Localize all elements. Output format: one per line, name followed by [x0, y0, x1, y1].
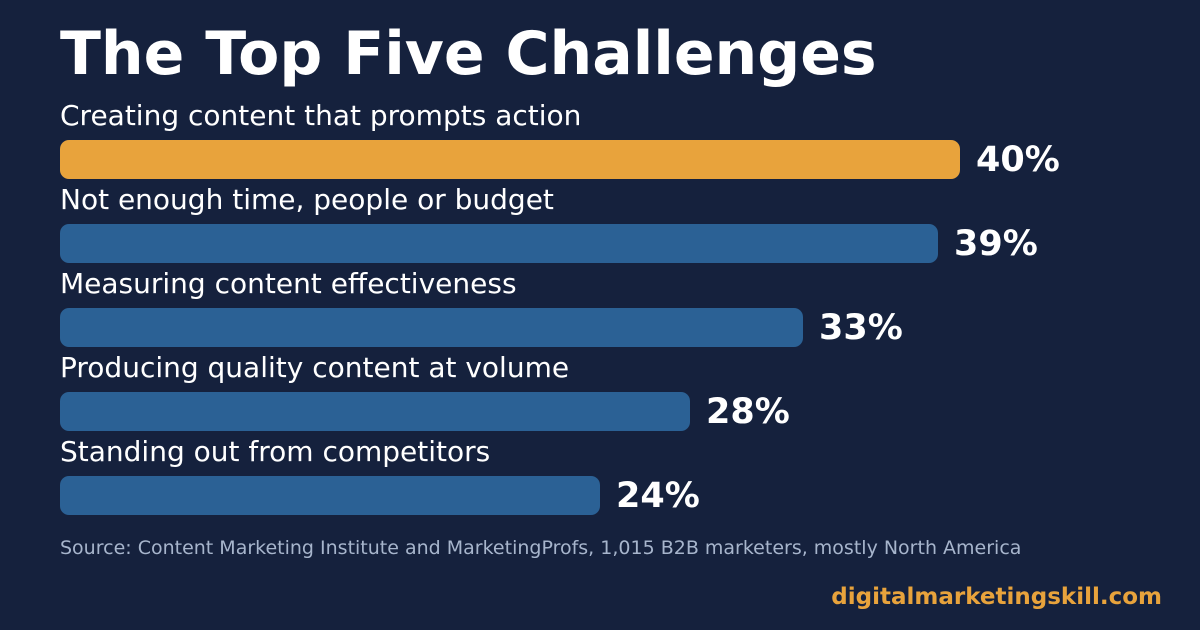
- bar: [60, 392, 690, 431]
- value-label: 39%: [954, 224, 1038, 264]
- value-label: 40%: [976, 140, 1060, 180]
- value-label: 24%: [616, 476, 700, 516]
- source-note: Source: Content Marketing Institute and …: [60, 537, 1022, 559]
- bar: [60, 308, 803, 347]
- category-label: Producing quality content at volume: [60, 351, 570, 384]
- bar: [60, 140, 960, 179]
- bar: [60, 224, 938, 263]
- value-label: 33%: [819, 308, 903, 348]
- brand-watermark: digitalmarketingskill.com: [831, 584, 1162, 610]
- chart-title: The Top Five Challenges: [60, 19, 877, 89]
- category-label: Measuring content effectiveness: [60, 267, 517, 300]
- category-label: Creating content that prompts action: [60, 99, 582, 132]
- category-label: Not enough time, people or budget: [60, 183, 554, 216]
- category-label: Standing out from competitors: [60, 435, 491, 468]
- value-label: 28%: [706, 392, 790, 432]
- bar: [60, 476, 600, 515]
